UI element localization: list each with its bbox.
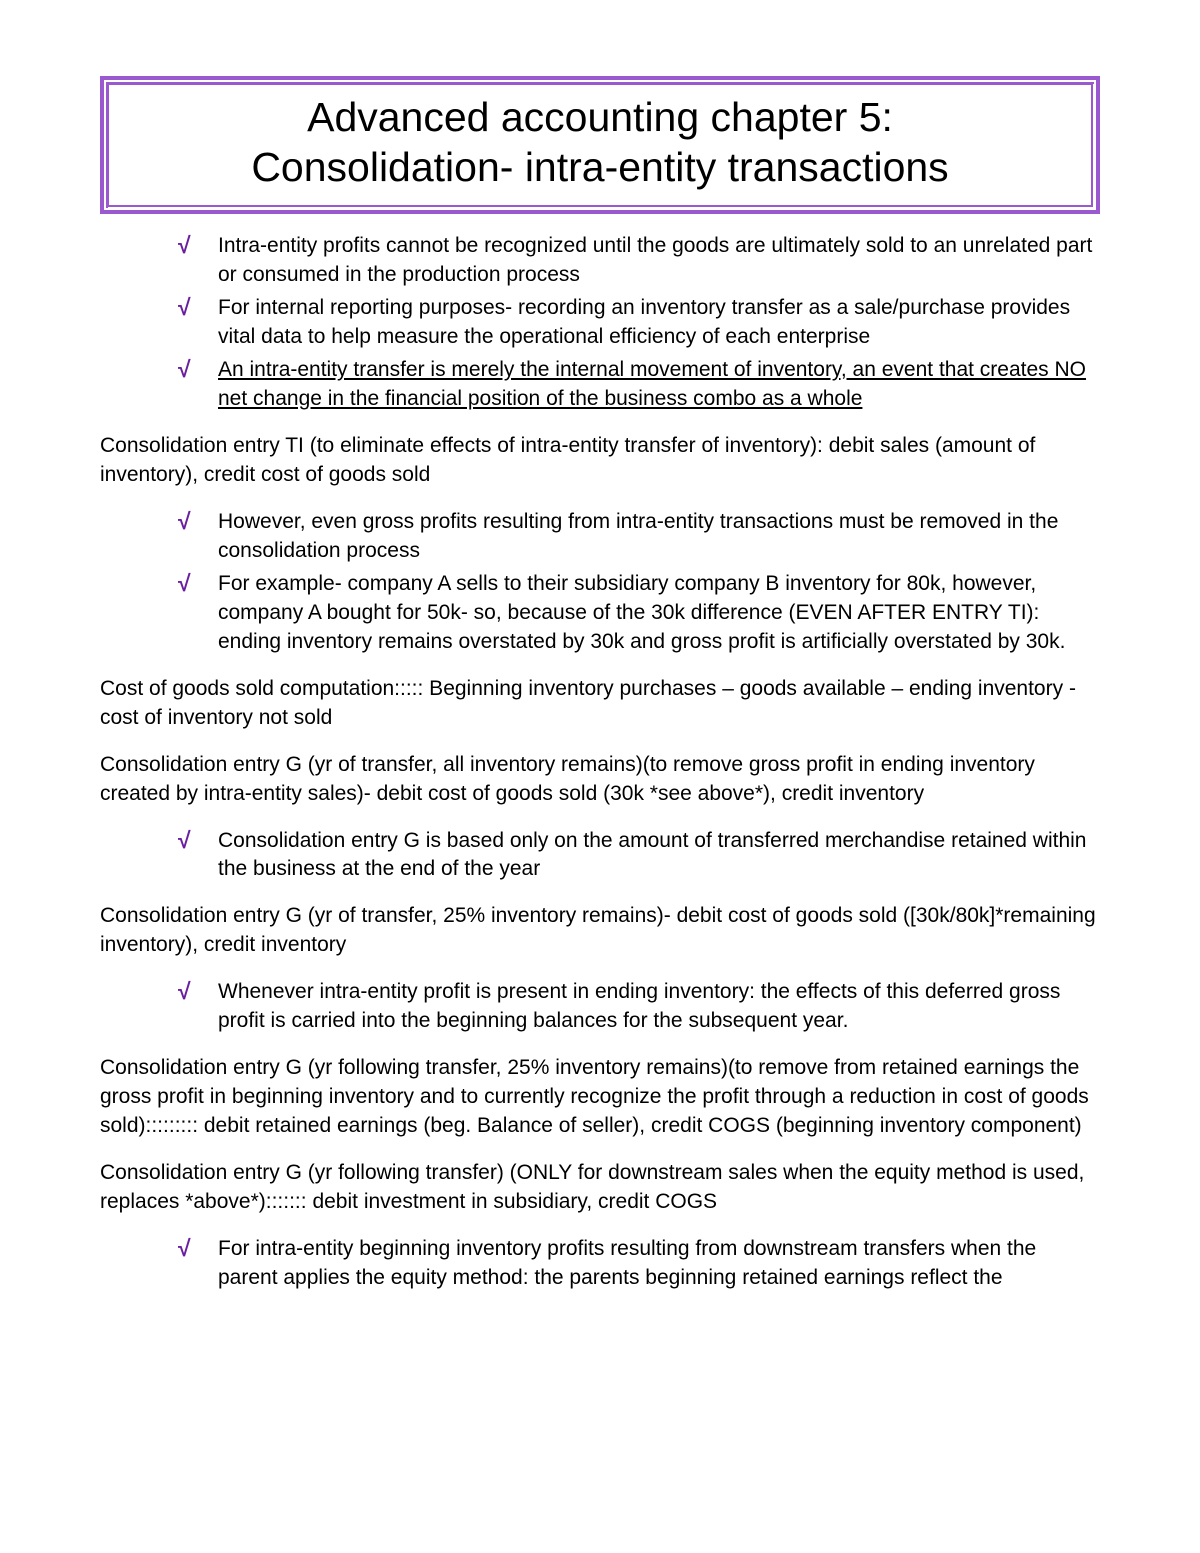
list-item: For example- company A sells to their su… <box>178 570 1100 657</box>
paragraph: Consolidation entry G (yr of transfer, 2… <box>100 902 1100 960</box>
list-item-text: For internal reporting purposes- recordi… <box>218 296 1070 348</box>
list-item-text-underlined: An intra-entity transfer is merely the i… <box>218 358 1086 410</box>
list-item-text: Whenever intra-entity profit is present … <box>218 980 1060 1032</box>
bullet-group-5: For intra-entity beginning inventory pro… <box>100 1235 1100 1293</box>
list-item-text: However, even gross profits resulting fr… <box>218 510 1058 562</box>
bullet-group-1: Intra-entity profits cannot be recognize… <box>100 232 1100 414</box>
list-item: Intra-entity profits cannot be recognize… <box>178 232 1100 290</box>
list-item-text: For intra-entity beginning inventory pro… <box>218 1237 1036 1289</box>
title-line-1: Advanced accounting chapter 5: <box>307 94 893 140</box>
bullet-group-3: Consolidation entry G is based only on t… <box>100 827 1100 885</box>
list-item: However, even gross profits resulting fr… <box>178 508 1100 566</box>
paragraph: Consolidation entry G (yr following tran… <box>100 1054 1100 1141</box>
list-item: For internal reporting purposes- recordi… <box>178 294 1100 352</box>
list-item-text: Consolidation entry G is based only on t… <box>218 829 1087 881</box>
paragraph: Consolidation entry G (yr following tran… <box>100 1159 1100 1217</box>
paragraph: Consolidation entry TI (to eliminate eff… <box>100 432 1100 490</box>
list-item: An intra-entity transfer is merely the i… <box>178 356 1100 414</box>
document-title: Advanced accounting chapter 5: Consolida… <box>124 92 1076 192</box>
list-item: Consolidation entry G is based only on t… <box>178 827 1100 885</box>
paragraph: Consolidation entry G (yr of transfer, a… <box>100 751 1100 809</box>
title-line-2: Consolidation- intra-entity transactions <box>251 144 948 190</box>
list-item: Whenever intra-entity profit is present … <box>178 978 1100 1036</box>
paragraph: Cost of goods sold computation::::: Begi… <box>100 675 1100 733</box>
document-page: Advanced accounting chapter 5: Consolida… <box>0 0 1200 1553</box>
bullet-group-4: Whenever intra-entity profit is present … <box>100 978 1100 1036</box>
list-item-text: For example- company A sells to their su… <box>218 572 1065 653</box>
list-item-text: Intra-entity profits cannot be recognize… <box>218 234 1092 286</box>
list-item: For intra-entity beginning inventory pro… <box>178 1235 1100 1293</box>
bullet-group-2: However, even gross profits resulting fr… <box>100 508 1100 657</box>
title-box: Advanced accounting chapter 5: Consolida… <box>100 76 1100 214</box>
